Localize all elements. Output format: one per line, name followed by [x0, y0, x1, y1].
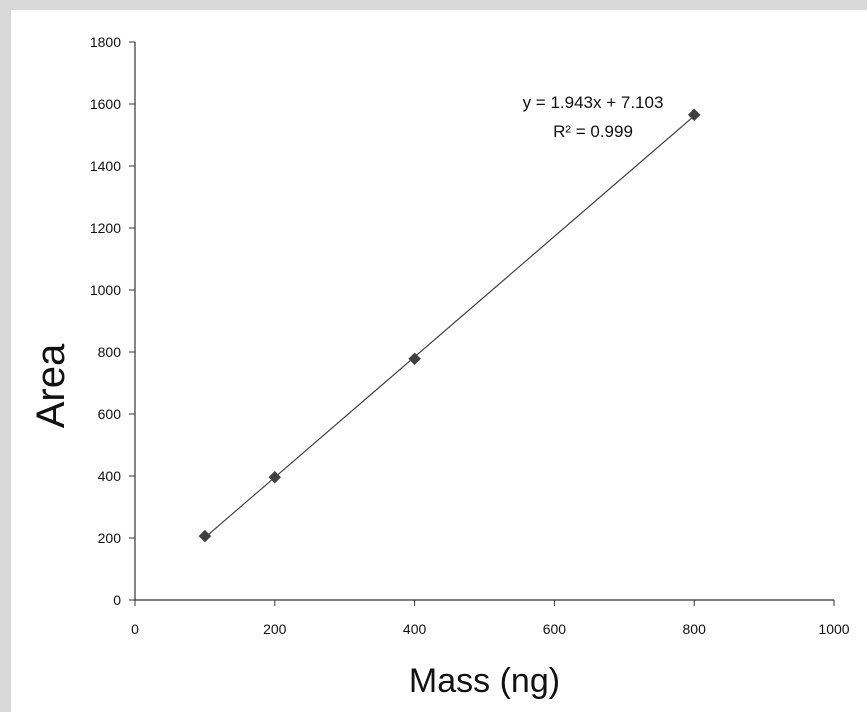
- x-tick-label: 400: [403, 621, 427, 637]
- data-points: [199, 109, 700, 542]
- x-tick-label: 0: [131, 621, 139, 637]
- y-tick-label: 1800: [90, 34, 121, 50]
- y-tick-label: 600: [98, 406, 122, 422]
- data-point-marker: [409, 353, 421, 365]
- y-tick-label: 1600: [90, 96, 121, 112]
- y-tick-label: 1000: [90, 282, 121, 298]
- axes: [135, 42, 834, 600]
- x-tick-label: 800: [683, 621, 707, 637]
- y-tick-label: 400: [98, 468, 122, 484]
- y-tick-label: 1400: [90, 158, 121, 174]
- y-tick-label: 0: [113, 592, 121, 608]
- y-tick-label: 1200: [90, 220, 121, 236]
- x-tick-label: 1000: [818, 621, 849, 637]
- y-tick-label: 800: [98, 344, 122, 360]
- x-tick-label: 200: [263, 621, 287, 637]
- data-point-marker: [199, 530, 211, 542]
- trendline-group: [205, 116, 694, 538]
- ticks: 0 200 400 600 800 1000 1200 1400 1600 1800 0 200 400…: [90, 34, 850, 637]
- trendline: [205, 116, 694, 538]
- y-tick-label: 200: [98, 530, 122, 546]
- r-squared-label: R² = 0.999: [553, 122, 633, 141]
- x-axis-title: Mass (ng): [409, 662, 560, 700]
- y-axis-title: Area: [29, 343, 73, 428]
- trendline-equation: y = 1.943x + 7.103: [523, 93, 664, 112]
- x-tick-label: 600: [543, 621, 567, 637]
